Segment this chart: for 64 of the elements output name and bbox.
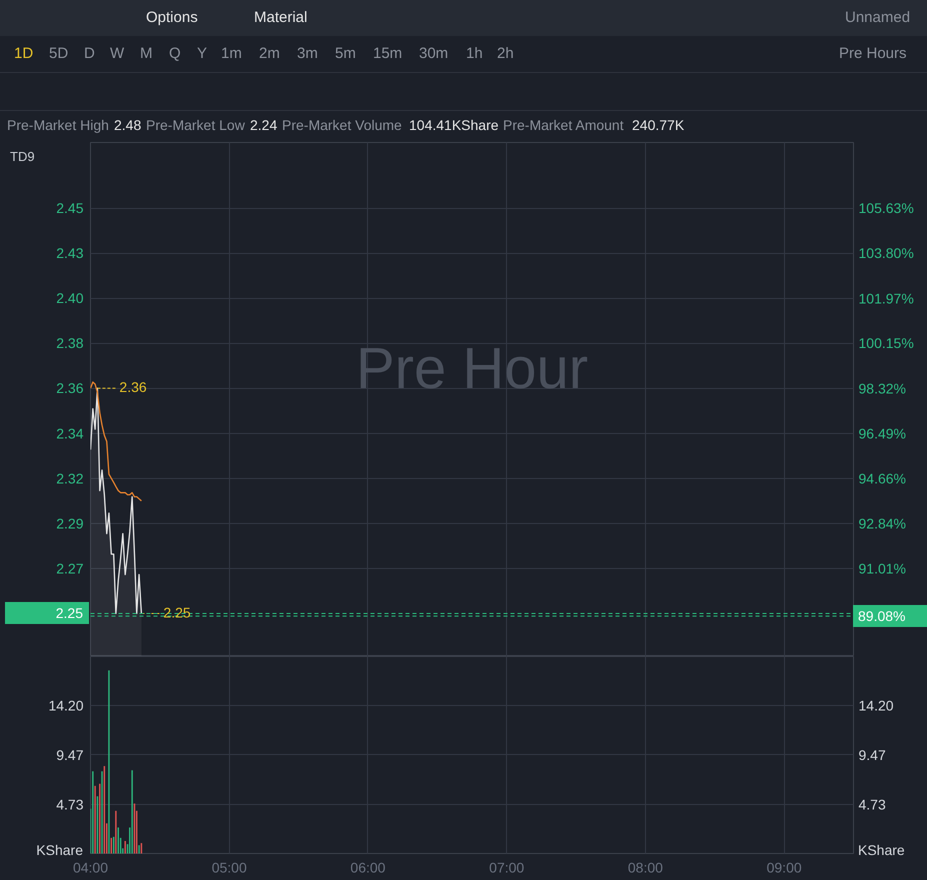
x-tick-label: 08:00: [628, 860, 664, 876]
text: Pre-Market Amount: [503, 116, 624, 135]
y2-tick-label: 14.20: [858, 698, 894, 714]
text: 30m: [419, 44, 448, 64]
text: 240.77K: [632, 116, 684, 135]
text: 2h: [497, 44, 514, 64]
y-tick-label: 2.45: [56, 200, 84, 216]
y2-tick-label: 92.84%: [858, 515, 906, 532]
y-tick-label: 2.27: [56, 560, 84, 576]
text: 1h: [466, 44, 483, 64]
y-tick-label: 2.38: [56, 335, 84, 352]
text: D: [84, 44, 95, 64]
text: Pre Hours: [839, 44, 907, 64]
text: W: [110, 44, 124, 64]
text: TD9: [10, 148, 35, 166]
text: Options: [146, 8, 198, 28]
text: M: [140, 44, 152, 64]
text: 15m: [373, 44, 402, 64]
x-tick-label: 07:00: [489, 860, 524, 876]
text: 3m: [297, 44, 318, 64]
text: 2.48: [114, 116, 142, 135]
text: Material: [254, 8, 308, 28]
y-tick-label: 2.40: [56, 290, 84, 306]
y2-tick-label: 100.15%: [858, 335, 914, 352]
text: 104.41KShare: [409, 116, 499, 135]
y2-tick-label: 105.63%: [858, 200, 914, 216]
ref-line-label: 2.25: [5, 602, 89, 624]
text: Pre-Market Low: [146, 116, 245, 135]
y2-tick-label: 103.80%: [858, 245, 914, 262]
text: 2.24: [250, 116, 278, 135]
y-tick-label: 9.47: [56, 746, 84, 763]
text: 1D: [14, 44, 34, 64]
y2-tick-label: 98.32%: [858, 380, 906, 396]
y2-tick-label: 101.97%: [858, 290, 914, 306]
text: Pre-Market High: [7, 116, 109, 135]
x-tick-label: 05:00: [212, 860, 247, 876]
text: 2m: [259, 44, 280, 64]
y-tick-label: 2.29: [56, 515, 84, 532]
y-tick-label: 2.36: [56, 380, 84, 396]
y2-tick-label: 96.49%: [858, 425, 906, 442]
annotation: 2.36: [119, 379, 147, 396]
y-tick-label: 14.20: [48, 698, 84, 714]
y2-tick-label: 9.47: [858, 746, 886, 763]
y-tick-label: 4.73: [56, 796, 84, 812]
y-tick-label: 2.32: [56, 470, 84, 486]
text: Pre-Market Volume: [282, 116, 402, 135]
ref-line-label: 89.08%: [853, 605, 927, 627]
text: 1m: [221, 44, 242, 64]
y-tick-label: 2.43: [56, 245, 84, 262]
y2-tick-label: 91.01%: [858, 560, 906, 576]
text: Unnamed: [845, 8, 910, 28]
text: 5m: [335, 44, 356, 64]
y2-tick-label: 94.66%: [858, 470, 906, 487]
x-tick-label: 06:00: [350, 860, 386, 876]
annotation: 2.25: [163, 604, 191, 620]
y-axis-title: KShare: [36, 841, 83, 860]
y2-axis-title: KShare: [858, 841, 905, 860]
y-tick-label: 2.34: [56, 425, 84, 442]
x-tick-label: 04:00: [72, 860, 108, 876]
y2-tick-label: 4.73: [858, 796, 886, 812]
text: 5D: [49, 44, 68, 64]
text: Y: [197, 44, 208, 64]
text: Q: [169, 44, 181, 64]
x-tick-label: 09:00: [766, 860, 802, 876]
